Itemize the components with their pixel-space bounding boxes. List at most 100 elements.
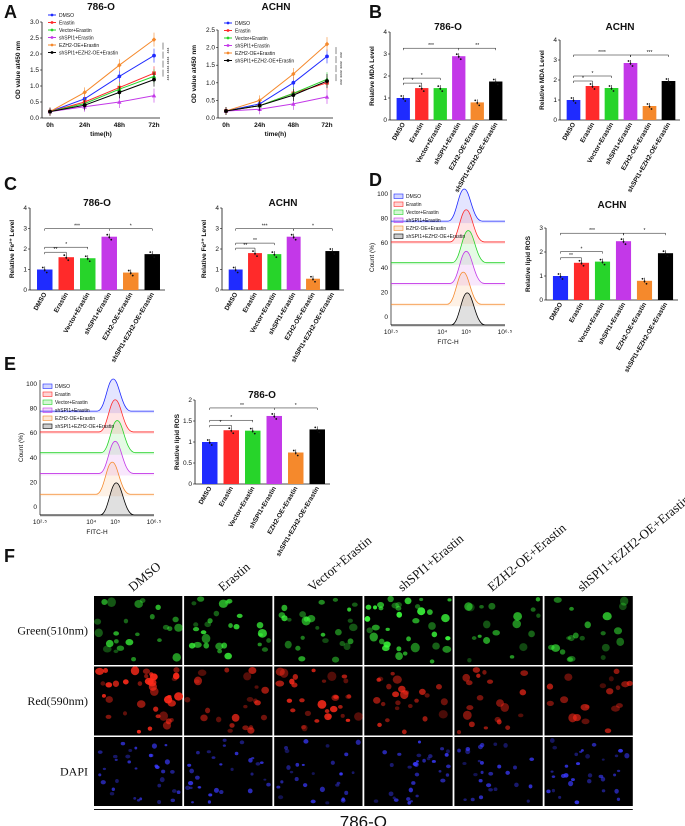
y-tick-label: 1 [188,439,192,446]
histogram-trace [40,440,154,474]
sig-bracket [235,242,275,246]
cell-blob [266,638,272,643]
cell-blob [550,770,554,773]
y-tick-label: 3 [383,51,387,58]
cell-blob [339,641,345,647]
cell-blob [290,708,296,713]
cell-blob [568,780,574,787]
data-point [117,99,122,104]
cell-blob [135,632,140,637]
cell-blob [335,783,340,787]
replicate-dot [275,256,278,259]
cell-blob [105,682,113,688]
cell-blob [462,710,472,720]
cell-blob [549,738,555,744]
histogram-trace [391,292,505,326]
sig-label: * [412,78,414,84]
cell-blob [112,680,120,688]
replicate-dot [666,255,669,258]
cell-blob [303,739,309,744]
cell-blob [224,667,230,673]
cell-blob [197,596,205,602]
histogram-fill [40,482,154,517]
data-point [117,62,122,68]
legend-label: shSPI1+EZH2-OE+Erastin [59,50,118,56]
cell-blob [616,637,625,646]
cell-blob [278,612,286,619]
bar [101,236,117,290]
legend-marker [50,51,54,54]
cell-blob [162,624,170,630]
replicate-dot [108,236,111,239]
replicate-dot [312,278,314,281]
micrograph-tile [364,737,453,806]
cell-blob [155,714,161,719]
sig-bracket [44,251,67,255]
y-tick-label: 0 [33,504,37,511]
replicate-dot [271,251,274,254]
cell-blob [574,752,579,757]
sig-label: *** [336,79,342,85]
bar [306,278,320,290]
cell-blob [224,652,232,660]
legend-label: Vector+Erastin [406,210,439,216]
cell-blob [564,673,573,681]
cell-blob [222,738,227,742]
cell-blob [480,742,485,748]
legend-label: shSPI1+Erastin [55,408,90,414]
y-tick-label: 1 [215,267,219,274]
y-axis-label: OD value at450 nm [191,45,198,103]
sig-bracket [209,424,232,428]
y-tick-label: 0.5 [206,97,215,104]
replicate-dot [582,264,585,267]
cell-blob [388,791,394,797]
cell-blob [560,773,566,779]
chart-title: ACHN [269,198,298,209]
y-tick-label: 40 [381,265,389,272]
cell-blob [528,784,533,789]
cell-blob [188,780,194,786]
cell-blob [170,798,176,803]
cell-blob [341,674,348,679]
cell-blob [231,713,240,722]
legend-swatch [42,415,53,421]
sig-label: **** [163,66,169,74]
series-line [225,56,328,112]
y-tick-label: 2.5 [206,27,215,34]
cell-blob [488,771,494,776]
cell-blob [419,597,424,602]
histogram-fill [40,441,154,476]
panel-letter-f: F [4,546,15,566]
cell-blob [626,680,633,687]
y-axis-label: OD value at450 nm [15,41,22,99]
y-tick-label: 0 [23,287,27,294]
replicate-dot [591,85,594,88]
cell-blob [206,750,211,754]
cell-blob [203,642,210,649]
cell-blob [546,700,554,706]
replicate-dot [631,65,634,67]
replicate-dot [251,430,254,433]
cell-blob [150,753,154,758]
replicate-dot [273,253,276,256]
replicate-dot [86,257,89,260]
cell-blob [254,685,259,689]
bar [286,236,301,290]
cell-blob [587,778,592,784]
cell-blob [151,743,157,749]
bar [489,81,503,120]
replicate-dot [457,55,460,58]
histogram-trace [391,250,505,284]
cell-blob [404,597,412,605]
bar [636,280,653,300]
cell-blob [346,694,352,699]
cell-blob [134,746,138,750]
cell-blob [157,783,162,788]
cell-blob [174,623,183,632]
cell-blob [397,752,402,756]
series-line [49,72,155,113]
cell-blob [488,788,493,792]
bar [396,98,410,120]
cell-blob [385,718,390,723]
cell-blob [462,673,471,682]
